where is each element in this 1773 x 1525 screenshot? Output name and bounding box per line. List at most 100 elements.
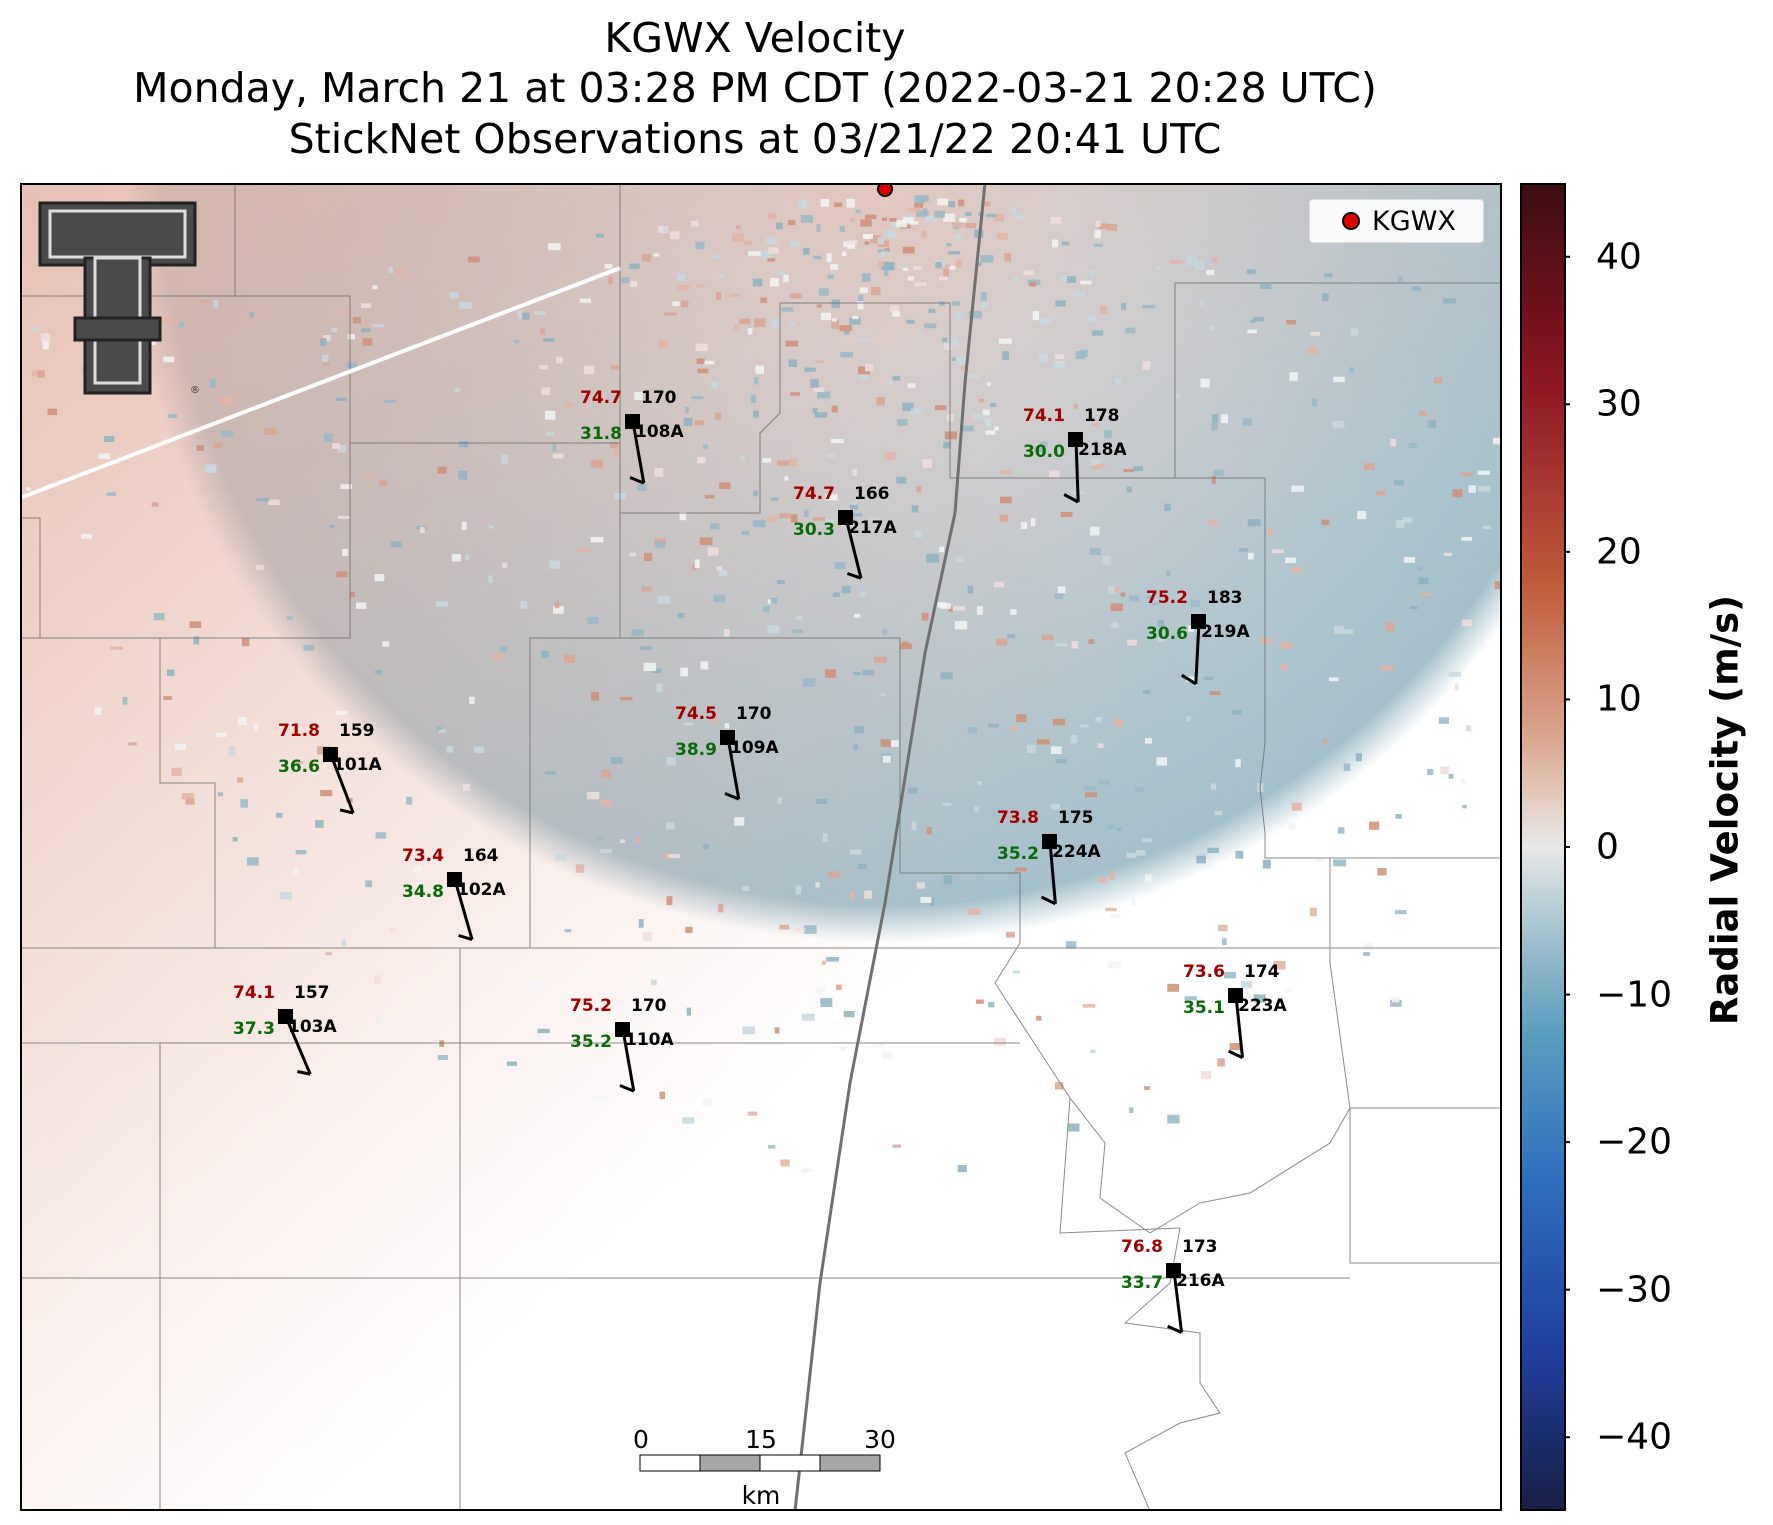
station-id: 109A xyxy=(730,738,779,758)
wind-barb-feather xyxy=(297,1070,311,1076)
wind-barb-staff xyxy=(726,737,741,800)
station-temperature: 74.1 xyxy=(1023,406,1065,426)
station-id: 217A xyxy=(848,518,897,538)
colorbar-tick: 40 xyxy=(1596,236,1642,278)
station-dewpoint: 30.3 xyxy=(793,520,835,540)
station-id: 218A xyxy=(1078,440,1127,460)
map-frame xyxy=(20,183,1502,1511)
station-wind-direction: 175 xyxy=(1058,808,1094,828)
station-dewpoint: 33.7 xyxy=(1121,1273,1163,1293)
station-wind-direction: 170 xyxy=(736,704,772,724)
station-wind-direction: 170 xyxy=(631,996,667,1016)
station-wind-direction: 183 xyxy=(1207,588,1243,608)
station-marker-103A[interactable] xyxy=(278,1009,293,1024)
station-dewpoint: 35.2 xyxy=(997,844,1039,864)
inbound-velocity-area xyxy=(20,183,1502,1511)
wind-barb-feather xyxy=(629,476,645,485)
scalebar-tick-30: 30 xyxy=(864,1425,896,1454)
colorbar-tick: 10 xyxy=(1596,678,1642,720)
station-id: 103A xyxy=(288,1017,337,1037)
wind-barbs xyxy=(284,421,1244,1334)
county-boundaries xyxy=(20,183,1502,1511)
radar-marker-icon xyxy=(1342,212,1360,230)
beam-blockage-ray xyxy=(20,266,621,500)
colorbar-tick: −20 xyxy=(1596,1121,1672,1163)
station-marker-101A[interactable] xyxy=(323,747,338,762)
station-temperature: 74.5 xyxy=(675,704,717,724)
station-marker-108A[interactable] xyxy=(625,414,640,429)
legend-label: KGWX xyxy=(1372,205,1456,237)
station-marker-216A[interactable] xyxy=(1166,1263,1181,1278)
wind-barb-staff xyxy=(1074,439,1080,503)
station-marker-109A[interactable] xyxy=(720,730,735,745)
station-dewpoint: 35.1 xyxy=(1183,998,1225,1018)
wind-barb-staff xyxy=(284,1016,312,1075)
scalebar-tick-15: 15 xyxy=(745,1425,777,1454)
station-id: 219A xyxy=(1201,622,1250,642)
wind-barb-feather xyxy=(1181,673,1197,686)
station-marker-219A[interactable] xyxy=(1191,614,1206,629)
radar-map[interactable]: ® xyxy=(20,183,1502,1511)
station-wind-direction: 164 xyxy=(463,846,499,866)
velocity-speckles xyxy=(26,195,1502,1173)
wind-barb-feather xyxy=(1227,1049,1244,1060)
station-marker-102A[interactable] xyxy=(447,872,462,887)
station-dewpoint: 37.3 xyxy=(233,1019,275,1039)
station-temperature: 76.8 xyxy=(1121,1237,1163,1257)
station-id: 216A xyxy=(1176,1271,1225,1291)
colorbar-tick: 30 xyxy=(1596,383,1642,425)
map-legend: KGWX xyxy=(1309,199,1484,243)
station-wind-direction: 173 xyxy=(1182,1237,1218,1257)
station-temperature: 74.7 xyxy=(793,484,835,504)
title-line-3: StickNet Observations at 03/21/22 20:41 … xyxy=(288,115,1222,163)
wind-barb-feather xyxy=(724,792,740,801)
station-dewpoint: 35.2 xyxy=(570,1032,612,1052)
state-boundary xyxy=(793,183,987,1511)
colorbar-tick: 0 xyxy=(1596,826,1619,868)
wind-barb-staff xyxy=(631,421,646,484)
colorbar-tick: −40 xyxy=(1596,1416,1672,1458)
station-id: 108A xyxy=(635,422,684,442)
colorbar-tick: −10 xyxy=(1596,974,1672,1016)
station-marker-224A[interactable] xyxy=(1042,834,1057,849)
scalebar-unit: km xyxy=(741,1481,781,1510)
station-id: 101A xyxy=(333,755,382,775)
station-dewpoint: 31.8 xyxy=(580,424,622,444)
station-temperature: 73.6 xyxy=(1183,962,1225,982)
station-temperature: 74.7 xyxy=(580,388,622,408)
wind-barb-feather xyxy=(458,934,473,942)
scale-bar xyxy=(639,1454,881,1472)
title-line-1: KGWX Velocity xyxy=(604,14,906,62)
station-temperature: 75.2 xyxy=(570,996,612,1016)
wind-barb-feather xyxy=(339,808,354,815)
wind-barb-staff xyxy=(1172,1270,1184,1333)
station-dewpoint: 38.9 xyxy=(675,740,717,760)
wind-barb-staff xyxy=(621,1029,636,1092)
station-wind-direction: 178 xyxy=(1084,406,1120,426)
station-wind-direction: 166 xyxy=(854,484,890,504)
colorbar-tick: 20 xyxy=(1596,531,1642,573)
wind-barb-feather xyxy=(619,1084,635,1093)
station-wind-direction: 159 xyxy=(339,721,375,741)
station-marker-217A[interactable] xyxy=(838,510,853,525)
wind-barb-staff xyxy=(453,879,474,941)
kgwx-radar-marker[interactable] xyxy=(877,183,893,197)
colorbar xyxy=(1520,183,1570,1511)
station-dewpoint: 30.6 xyxy=(1146,624,1188,644)
station-marker-223A[interactable] xyxy=(1228,988,1243,1003)
wind-barb-feather xyxy=(1063,493,1079,504)
title-line-2: Monday, March 21 at 03:28 PM CDT (2022-0… xyxy=(133,64,1377,112)
colorbar-tick: −30 xyxy=(1596,1269,1672,1311)
station-marker-110A[interactable] xyxy=(615,1022,630,1037)
station-marker-218A[interactable] xyxy=(1068,432,1083,447)
station-temperature: 74.1 xyxy=(233,983,275,1003)
station-temperature: 71.8 xyxy=(278,721,320,741)
wind-barb-feather xyxy=(1040,895,1057,906)
wind-barb-staff xyxy=(1048,841,1057,904)
wind-barb-staff xyxy=(329,754,355,814)
scalebar-tick-0: 0 xyxy=(633,1425,649,1454)
wind-barb-staff xyxy=(844,517,863,579)
station-dewpoint: 36.6 xyxy=(278,757,320,777)
station-wind-direction: 157 xyxy=(294,983,330,1003)
wind-barb-feather xyxy=(1167,1324,1183,1334)
